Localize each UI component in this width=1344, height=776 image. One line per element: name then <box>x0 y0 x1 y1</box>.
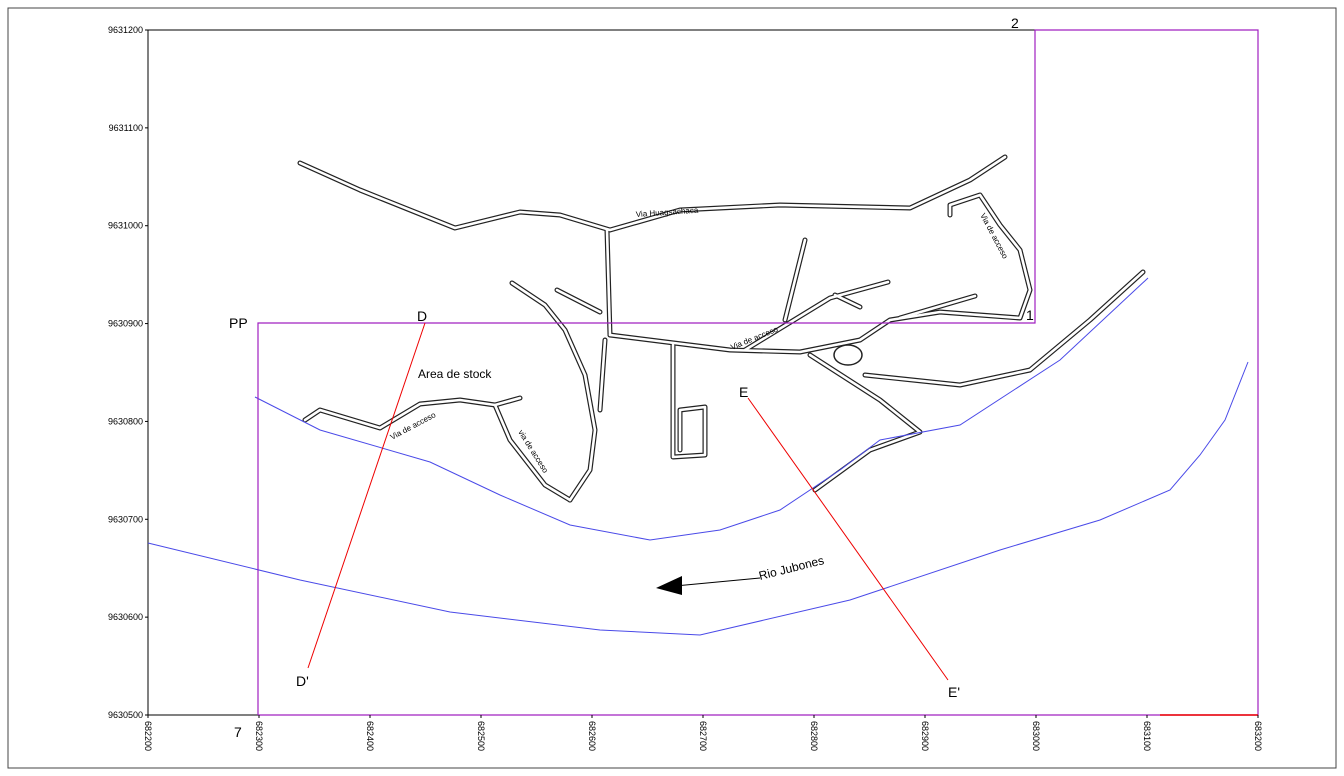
x-tick-label: 682700 <box>698 721 708 751</box>
road-label: Via de acceso <box>729 325 779 352</box>
road-fill <box>493 403 572 502</box>
road-label: Via Huagsachaca <box>636 206 700 219</box>
road-edge <box>670 342 708 460</box>
road-fill <box>833 293 862 309</box>
road-fill <box>510 281 597 502</box>
area-label: Area de stock <box>418 367 492 381</box>
point-label: 7 <box>234 724 242 740</box>
point-label: 1 <box>1026 307 1034 323</box>
road-fill <box>608 193 1032 354</box>
point-label: D' <box>296 673 309 689</box>
page-border <box>7 7 1337 769</box>
y-tick-label: 9630500 <box>108 710 143 720</box>
point-label: E' <box>948 684 960 700</box>
flow-arrow <box>674 577 761 587</box>
road-fill <box>743 280 890 352</box>
road-fill <box>605 228 612 337</box>
point-label: 2 <box>1011 15 1019 31</box>
roundabout <box>833 344 863 366</box>
x-tick-label: 682300 <box>254 721 264 751</box>
x-tick-label: 683100 <box>1142 721 1152 751</box>
y-tick-label: 9631200 <box>108 25 143 35</box>
point-label: PP <box>229 315 248 331</box>
road-edge <box>742 279 891 353</box>
section-line <box>307 322 426 669</box>
point-label: E <box>739 384 748 400</box>
y-tick-label: 9631100 <box>109 123 143 133</box>
x-tick-label: 683200 <box>1253 721 1263 751</box>
x-tick-label: 682900 <box>920 721 930 751</box>
road-edge <box>607 192 1033 355</box>
road-fill <box>863 270 1145 387</box>
y-tick-label: 9630600 <box>108 612 143 622</box>
plot-frame <box>147 29 1259 716</box>
road-fill <box>671 343 707 459</box>
x-tick-label: 682500 <box>476 721 486 751</box>
river-bank <box>254 277 1149 541</box>
road-fill <box>598 338 607 412</box>
x-tick-label: 682800 <box>809 721 819 751</box>
point-label: D <box>417 308 427 324</box>
road-label: Via de acceso <box>389 410 438 442</box>
y-tick-label: 9630900 <box>108 319 143 329</box>
road-fill <box>555 288 602 314</box>
flow-arrow-head <box>656 576 682 595</box>
river-label: Rio Jubones <box>757 553 825 583</box>
road-fill <box>298 155 1007 232</box>
river-bank <box>147 361 1249 636</box>
x-tick-label: 682200 <box>143 721 153 751</box>
x-tick-label: 682400 <box>365 721 375 751</box>
x-tick-label: 683000 <box>1031 721 1041 751</box>
section-line <box>747 397 949 681</box>
y-tick-label: 9630700 <box>108 514 143 524</box>
road-fill <box>898 294 977 320</box>
x-tick-label: 682600 <box>587 721 597 751</box>
y-tick-label: 9630800 <box>108 416 143 426</box>
road-fill <box>783 238 807 322</box>
y-tick-label: 9631000 <box>108 221 143 231</box>
road-edge <box>862 269 1146 388</box>
roads <box>297 154 1146 503</box>
